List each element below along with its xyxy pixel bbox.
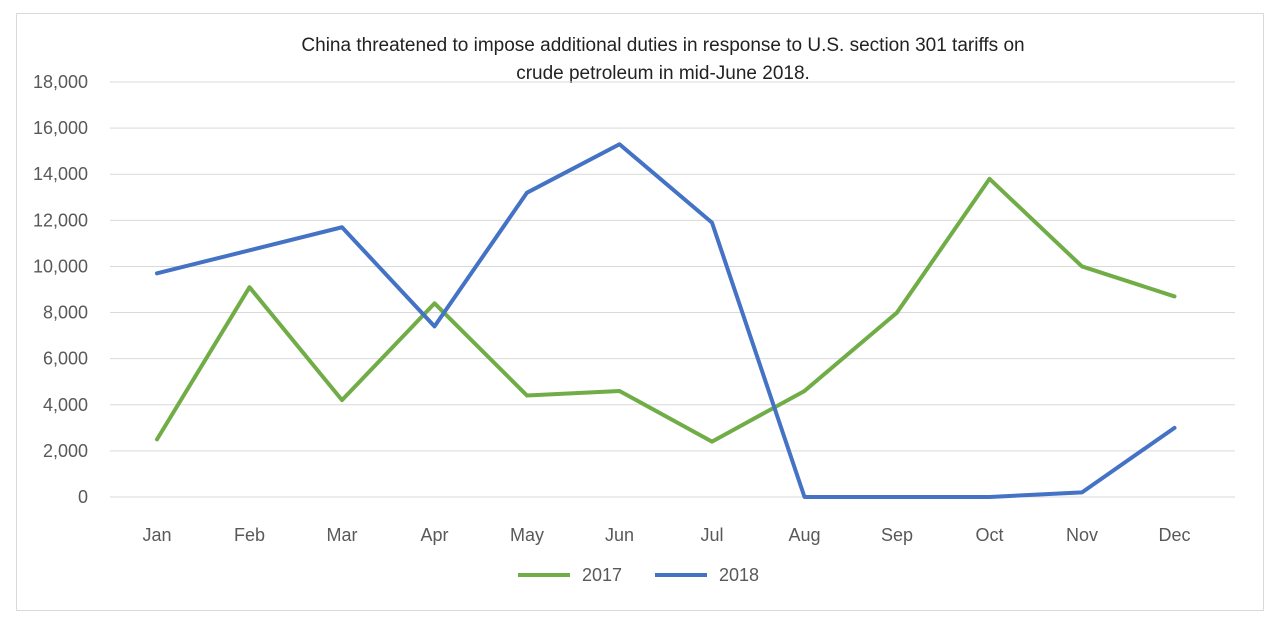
legend-label-2017: 2017 [582, 565, 622, 585]
y-tick-label: 2,000 [43, 441, 88, 461]
series-line-2017 [155, 176, 1177, 444]
gridlines [110, 81, 1235, 498]
y-axis-ticks: 0 2,000 4,000 6,000 8,000 10,000 12,000 14,000 1… [33, 72, 88, 507]
x-tick-label: Oct [975, 525, 1003, 545]
y-tick-label: 4,000 [43, 395, 88, 415]
chart-title-line-2: crude petroleum in mid-June 2018. [516, 63, 810, 84]
x-tick-label: Apr [420, 525, 448, 545]
y-tick-label: 6,000 [43, 349, 88, 369]
x-tick-label: Nov [1066, 525, 1098, 545]
x-tick-label: Jan [142, 525, 171, 545]
y-tick-label: 14,000 [33, 164, 88, 184]
x-tick-label: Sep [881, 525, 913, 545]
x-tick-label: Feb [234, 525, 265, 545]
x-axis-ticks: Jan Feb Mar Apr May Jun Jul Aug Sep Oct Nov Dec [142, 525, 1190, 545]
x-tick-label: May [510, 525, 544, 545]
legend: 2017 2018 [518, 565, 759, 585]
x-tick-label: Dec [1158, 525, 1190, 545]
chart-title-line-1: China threatened to impose additional du… [301, 35, 1024, 56]
series-line-2018 [155, 142, 1177, 499]
y-tick-label: 8,000 [43, 303, 88, 323]
chart-frame [16, 13, 1264, 611]
series-lines [155, 142, 1177, 499]
x-tick-label: Jun [605, 525, 634, 545]
legend-label-2018: 2018 [719, 565, 759, 585]
x-tick-label: Aug [788, 525, 820, 545]
y-tick-label: 12,000 [33, 210, 88, 230]
x-tick-label: Jul [700, 525, 723, 545]
x-tick-label: Mar [327, 525, 358, 545]
y-tick-label: 0 [78, 487, 88, 507]
y-tick-label: 18,000 [33, 72, 88, 92]
y-tick-label: 10,000 [33, 256, 88, 276]
y-tick-label: 16,000 [33, 118, 88, 138]
chart-title: China threatened to impose additional du… [301, 35, 1024, 84]
